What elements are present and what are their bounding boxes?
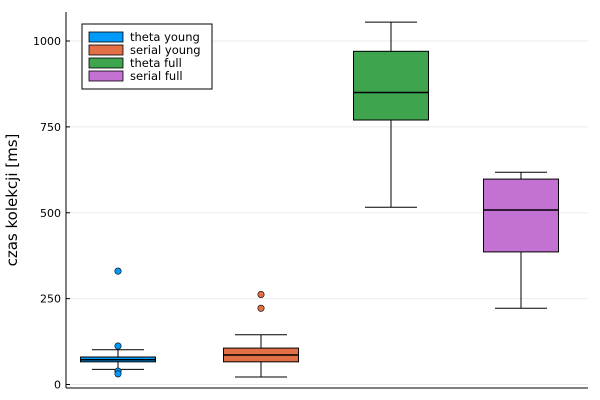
outlier-point xyxy=(114,370,122,378)
y-tick-label: 250 xyxy=(40,293,61,306)
legend-swatch xyxy=(88,57,124,69)
outlier-point xyxy=(114,267,122,275)
y-tick-label: 0 xyxy=(54,379,61,392)
legend-label: theta full xyxy=(130,56,182,70)
outlier-point xyxy=(257,291,265,299)
box-serial-full xyxy=(483,171,559,309)
y-tick-label: 1000 xyxy=(33,35,61,48)
y-axis-label: czas kolekcji [ms] xyxy=(3,134,21,267)
box-theta-young xyxy=(80,267,156,378)
iqr-box xyxy=(483,178,559,253)
legend-label: serial young xyxy=(130,43,201,57)
outlier-point xyxy=(114,342,122,350)
legend-swatch xyxy=(88,70,124,82)
iqr-box xyxy=(353,50,429,121)
legend-swatch xyxy=(88,44,124,56)
legend-label: serial full xyxy=(130,69,183,83)
legend-swatch xyxy=(88,31,124,43)
outlier-point xyxy=(257,304,265,312)
boxes xyxy=(80,21,559,378)
axes xyxy=(65,12,588,389)
y-ticks: 0 250 500 750 1000 xyxy=(33,35,70,392)
legend-label: theta young xyxy=(130,30,200,44)
box-serial-young xyxy=(223,291,299,378)
y-tick-label: 750 xyxy=(40,121,61,134)
y-tick-label: 500 xyxy=(40,207,61,220)
box-theta-full xyxy=(353,21,429,208)
